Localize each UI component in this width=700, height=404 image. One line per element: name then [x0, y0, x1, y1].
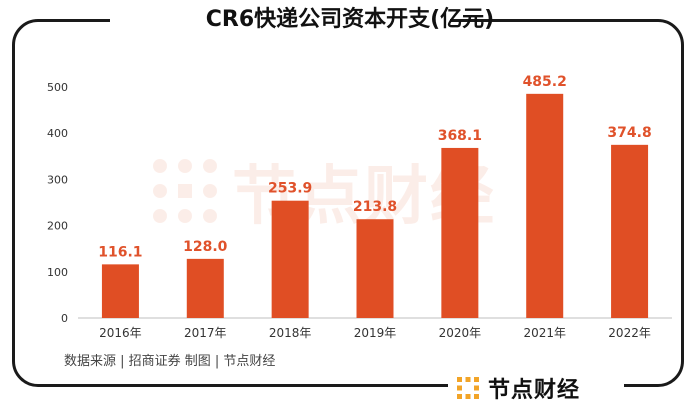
- x-tick-label: 2022年: [608, 326, 651, 340]
- x-tick-label: 2016年: [99, 326, 142, 340]
- y-tick-label: 0: [61, 312, 68, 325]
- y-tick-label: 300: [47, 173, 68, 186]
- watermark-logo-icon: [153, 159, 217, 223]
- data-label: 128.0: [183, 239, 228, 255]
- data-label: 368.1: [438, 128, 482, 144]
- data-label: 253.9: [268, 181, 312, 197]
- x-tick-label: 2021年: [523, 326, 566, 340]
- bar: [186, 258, 224, 318]
- bar: [356, 219, 394, 318]
- data-label: 116.1: [98, 244, 142, 260]
- bar: [441, 147, 479, 318]
- y-tick-label: 200: [47, 220, 68, 233]
- data-label: 485.2: [523, 74, 567, 90]
- brand-logo-icon: [457, 377, 479, 399]
- y-tick-label: 500: [47, 81, 68, 94]
- bar: [101, 264, 139, 318]
- chart-title: CR6快递公司资本开支(亿元): [205, 7, 495, 32]
- title-backdrop: [110, 0, 450, 40]
- bar: [611, 144, 649, 318]
- x-tick-label: 2020年: [439, 326, 482, 340]
- brand-logo-text: 节点财经: [488, 378, 581, 403]
- bar: [271, 200, 309, 318]
- y-tick-label: 100: [47, 266, 68, 279]
- data-label: 374.8: [607, 125, 651, 141]
- x-tick-label: 2017年: [184, 326, 227, 340]
- x-tick-label: 2018年: [269, 326, 312, 340]
- source-note: 数据来源 | 招商证券 制图 | 节点财经: [64, 354, 276, 369]
- bar: [526, 93, 564, 318]
- x-tick-label: 2019年: [354, 326, 397, 340]
- brand-logo: 节点财经: [456, 372, 580, 404]
- y-tick-label: 400: [47, 127, 68, 140]
- data-label: 213.8: [353, 199, 397, 215]
